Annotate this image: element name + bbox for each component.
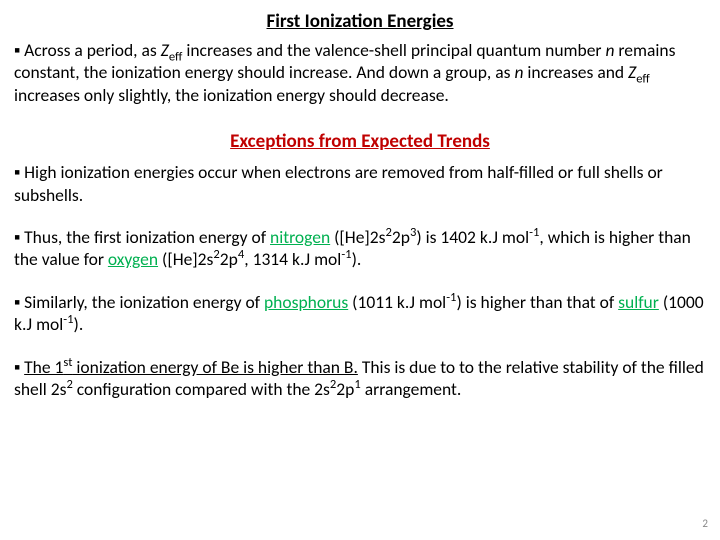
text: 2p xyxy=(336,378,354,400)
paragraph-1: ▪ Across a period, as Zeff increases and… xyxy=(14,39,706,106)
bullet-icon: ▪ xyxy=(14,161,24,183)
text: arrangement. xyxy=(361,378,462,400)
sup: -1 xyxy=(529,225,539,240)
sup: -1 xyxy=(446,290,456,305)
text: increases and xyxy=(523,61,628,83)
text: Thus, the first ionization energy of xyxy=(24,226,270,248)
text: ([He]2s xyxy=(330,226,385,248)
bullet-icon: ▪ xyxy=(14,356,24,378)
sup: -1 xyxy=(341,248,351,263)
text: ionization energy of Be is higher than B… xyxy=(72,356,357,378)
sulfur-label: sulfur xyxy=(618,291,659,313)
bullet-icon: ▪ xyxy=(14,291,24,313)
text: ([He]2s xyxy=(158,248,213,270)
text: The 1 xyxy=(24,356,63,378)
text: (1011 k.J mol xyxy=(348,291,446,313)
text: Across a period, as xyxy=(24,39,161,61)
text: ). xyxy=(74,313,84,335)
eff-sub: eff xyxy=(636,72,650,87)
text: Similarly, the ionization energy of xyxy=(24,291,264,313)
text: 2p xyxy=(392,226,410,248)
text: ) is higher than that of xyxy=(456,291,618,313)
sup: -1 xyxy=(63,312,73,327)
paragraph-2: ▪ High ionization energies occur when el… xyxy=(14,161,706,206)
page-number: 2 xyxy=(702,517,708,530)
oxygen-label: oxygen xyxy=(108,248,158,270)
subtitle: Exceptions from Expected Trends xyxy=(14,130,706,153)
text: increases and the valence-shell principa… xyxy=(182,39,605,61)
text: increases only slightly, the ionization … xyxy=(14,84,449,106)
paragraph-4: ▪ Similarly, the ionization energy of ph… xyxy=(14,291,706,336)
text: ). xyxy=(352,248,362,270)
paragraph-3: ▪ Thus, the first ionization energy of n… xyxy=(14,226,706,271)
text: ) is 1402 k.J mol xyxy=(416,226,529,248)
text: , 1314 k.J mol xyxy=(244,248,341,270)
text: configuration compared with the 2s xyxy=(73,378,330,400)
text: High ionization energies occur when elec… xyxy=(14,161,663,205)
phosphorus-label: phosphorus xyxy=(264,291,348,313)
nitrogen-label: nitrogen xyxy=(270,226,330,248)
z-var: Z xyxy=(161,39,169,61)
text: 2p xyxy=(220,248,238,270)
main-title: First Ionization Energies xyxy=(14,10,706,33)
bullet-icon: ▪ xyxy=(14,226,24,248)
paragraph-5: ▪ The 1st ionization energy of Be is hig… xyxy=(14,356,706,401)
bullet-icon: ▪ xyxy=(14,39,24,61)
